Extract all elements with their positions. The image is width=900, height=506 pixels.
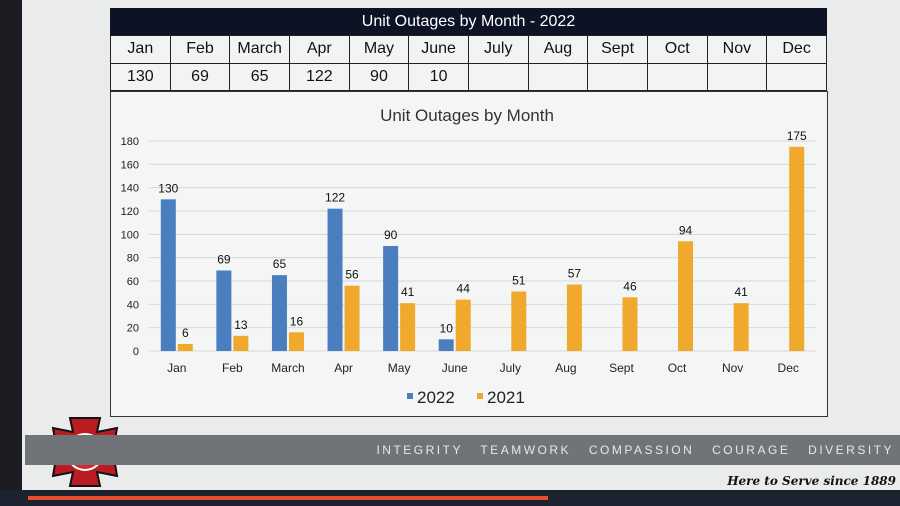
month-value [706,62,768,91]
month-value [527,62,589,91]
data-label: 175 [787,129,807,143]
month-header: May [348,35,410,64]
monthly-table: Jan Feb March Apr May June July Aug Sept Oct Nov De… [110,35,827,91]
value-row: 130 69 65 122 90 10 [110,62,827,91]
month-value: 10 [408,62,469,91]
data-label: 6 [182,326,189,340]
y-tick-label: 20 [127,323,139,335]
month-header: March [229,35,290,64]
screen-bezel [0,0,22,506]
bar-2022 [438,339,454,351]
bar-2021 [455,299,471,351]
y-tick-label: 180 [121,136,139,148]
month-header: Jan [110,35,171,64]
data-label: 94 [679,223,693,237]
legend-label: 2022 [417,388,455,407]
data-label: 130 [158,181,178,195]
bar-2021 [622,297,638,351]
bar-2022 [327,208,343,351]
bar-2021 [177,344,193,351]
bar-2021 [566,284,582,351]
progress-line [28,496,548,500]
x-tick-label: March [271,361,304,375]
month-header: June [408,35,469,64]
bar-2022 [271,275,287,351]
values-banner: INTEGRITY TEAMWORK COMPASSION COURAGE DI… [25,435,900,465]
month-value: 130 [110,62,171,91]
bar-2021 [678,241,694,351]
bar-2022 [160,199,176,351]
x-tick-label: July [500,361,521,375]
data-label: 41 [734,285,748,299]
month-header: Aug [527,35,589,64]
y-tick-label: 160 [121,159,139,171]
month-value: 65 [229,62,290,91]
bar-2021 [733,303,749,351]
data-label: 65 [273,257,287,271]
month-header: Feb [169,35,231,64]
month-header: Oct [646,35,708,64]
month-value: 122 [288,62,350,91]
y-tick-label: 80 [127,253,139,265]
bar-2021 [233,335,249,351]
y-tick-label: 60 [127,276,139,288]
month-header: Dec [766,35,827,64]
data-label: 57 [568,267,582,281]
data-label: 44 [457,282,471,296]
data-label: 10 [440,321,454,335]
data-label: 51 [512,274,526,288]
data-label: 122 [325,191,345,205]
bar-2021 [789,146,805,351]
month-header: July [467,35,529,64]
data-label: 56 [345,268,359,282]
y-tick-label: 120 [121,206,139,218]
x-tick-label: Sept [609,361,634,375]
legend-swatch-2022 [407,393,413,399]
bar-2021 [511,291,527,351]
month-value [587,62,648,91]
month-value: 69 [169,62,231,91]
bar-2022 [383,246,399,351]
data-label: 41 [401,285,415,299]
month-header-row: Jan Feb March Apr May June July Aug Sept Oct Nov De… [110,35,827,64]
chart-container: Unit Outages by Month 0 20 40 60 80 100 120 140 1… [110,91,828,417]
month-value [646,62,708,91]
chart-title: Unit Outages by Month [380,106,554,125]
page-title: Unit Outages by Month - 2022 [110,8,827,35]
x-tick-label: Feb [222,361,243,375]
motto: Here to Serve since 1889 [727,474,896,488]
bar-chart: Unit Outages by Month 0 20 40 60 80 100 120 140 1… [121,106,816,407]
data-label: 16 [290,314,304,328]
bar-2022 [216,270,232,351]
data-label: 46 [623,279,637,293]
month-value [766,62,827,91]
x-tick-label: June [442,361,468,375]
data-label: 69 [217,253,231,267]
x-tick-label: May [388,361,411,375]
month-header: Apr [288,35,350,64]
month-header: Sept [587,35,648,64]
x-tick-label: Jan [167,361,186,375]
data-label: 90 [384,228,398,242]
legend-label: 2021 [487,388,525,407]
x-tick-label: Apr [334,361,353,375]
x-tick-label: Nov [722,361,743,375]
bar-2021 [344,285,360,351]
y-tick-label: 0 [133,346,139,358]
y-tick-label: 40 [127,299,139,311]
legend-swatch-2021 [477,393,483,399]
data-label: 13 [234,318,248,332]
x-tick-label: Aug [555,361,576,375]
x-tick-label: Dec [778,361,799,375]
month-value: 90 [348,62,410,91]
y-tick-label: 100 [121,229,139,241]
month-value [467,62,529,91]
bar-2021 [400,303,416,351]
month-header: Nov [706,35,768,64]
x-tick-label: Oct [668,361,687,375]
bar-2021 [288,332,304,351]
y-tick-label: 140 [121,183,139,195]
